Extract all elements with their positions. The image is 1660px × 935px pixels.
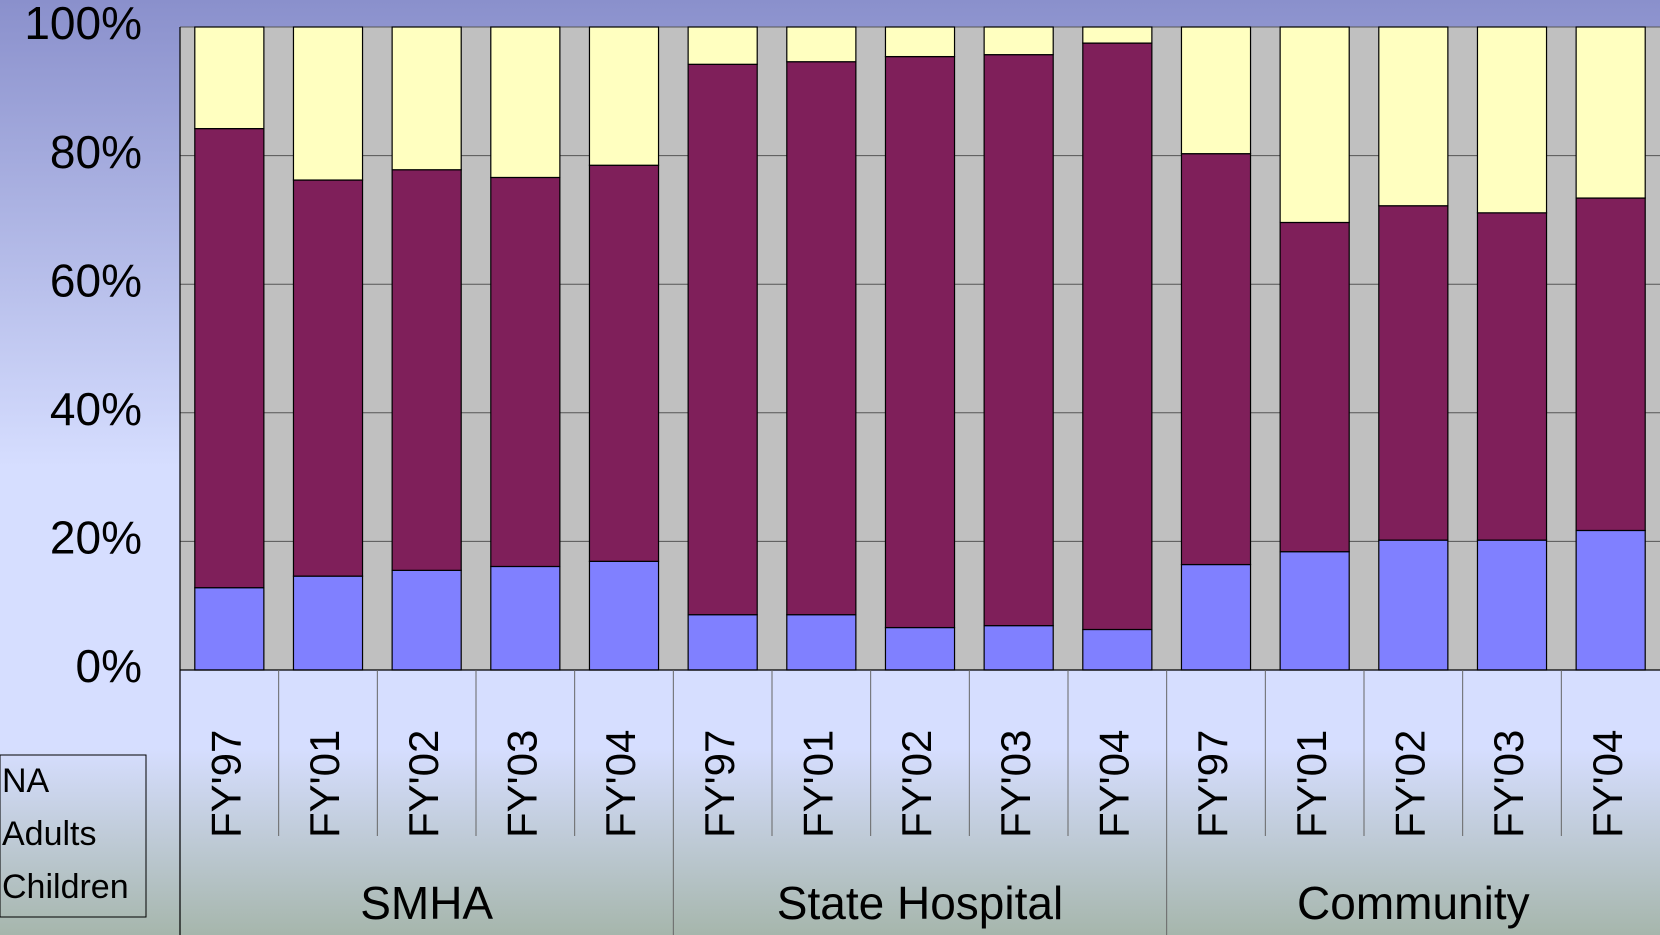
bar-segment xyxy=(490,176,561,568)
x-tick-label: FY'04 xyxy=(1090,730,1137,838)
y-tick-label: 40% xyxy=(50,383,142,435)
bar-segment xyxy=(1180,26,1252,155)
bar-segment xyxy=(1575,197,1646,532)
bar-segment xyxy=(391,26,462,171)
x-tick-label: FY'02 xyxy=(893,730,940,838)
bar-segment xyxy=(1378,205,1449,541)
x-tick-label: FY'04 xyxy=(597,730,644,838)
legend-label: Adults xyxy=(2,815,97,853)
bar-segment xyxy=(194,127,265,589)
x-tick-label: FY'02 xyxy=(1386,730,1433,838)
bar-segment xyxy=(391,569,462,671)
bar-segment xyxy=(687,63,758,616)
bar-segment xyxy=(292,575,364,671)
x-tick-label: FY'03 xyxy=(1485,730,1532,838)
group-label: Community xyxy=(1297,877,1530,929)
bar-segment xyxy=(1279,26,1350,224)
bar-segment xyxy=(786,61,857,616)
x-tick-label: FY'03 xyxy=(498,730,545,838)
bar-segment xyxy=(1180,153,1252,566)
bar-segment xyxy=(786,614,857,671)
bar-segment xyxy=(687,26,758,65)
bar-segment xyxy=(1180,563,1252,671)
bar-segment xyxy=(1476,212,1548,541)
bar-segment xyxy=(884,55,956,629)
bar-segment xyxy=(1575,26,1646,199)
legend-label: NA xyxy=(2,762,50,800)
x-tick-label: FY'01 xyxy=(1288,730,1335,838)
bar-segment xyxy=(1082,42,1153,631)
bar-segment xyxy=(687,614,758,671)
bar-segment xyxy=(1082,628,1153,671)
x-tick-label: FY'02 xyxy=(400,730,447,838)
bar-segment xyxy=(983,26,1054,56)
bar-segment xyxy=(588,560,660,671)
bar-segment xyxy=(1378,26,1449,207)
bar-segment xyxy=(786,26,857,63)
x-tick-label: FY'97 xyxy=(1189,730,1236,838)
bar-segment xyxy=(490,565,561,671)
bar-segment xyxy=(1279,551,1350,671)
bar-segment xyxy=(1575,529,1646,671)
bar-segment xyxy=(490,26,561,179)
bar-segment xyxy=(292,179,364,577)
x-tick-label: FY'01 xyxy=(301,730,348,838)
group-label: State Hospital xyxy=(777,877,1063,929)
bar-segment xyxy=(292,26,364,181)
y-tick-label: 100% xyxy=(24,0,142,49)
bar-segment xyxy=(983,54,1054,627)
bar-segment xyxy=(588,164,660,562)
group-label: SMHA xyxy=(360,877,493,929)
bar-segment xyxy=(588,26,660,166)
bar-segment xyxy=(1378,539,1449,671)
x-tick-label: FY'04 xyxy=(1584,730,1631,838)
legend-label: Children xyxy=(2,868,129,906)
bar-segment xyxy=(1476,539,1548,671)
y-tick-label: 0% xyxy=(76,640,142,692)
y-tick-label: 60% xyxy=(50,254,142,306)
bar-segment xyxy=(983,625,1054,671)
bar-segment xyxy=(884,26,956,58)
bar-segment xyxy=(884,626,956,671)
y-tick-label: 80% xyxy=(50,126,142,178)
x-tick-label: FY'97 xyxy=(202,730,249,838)
x-tick-label: FY'97 xyxy=(696,730,743,838)
x-tick-label: FY'03 xyxy=(992,730,1039,838)
bar-segment xyxy=(194,587,265,671)
y-tick-label: 20% xyxy=(50,512,142,564)
x-tick-label: FY'01 xyxy=(794,730,841,838)
legend xyxy=(0,754,147,918)
bar-segment xyxy=(1476,26,1548,214)
bar-segment xyxy=(1082,26,1153,44)
bar-segment xyxy=(194,26,265,130)
bar-segment xyxy=(1279,221,1350,553)
bar-segment xyxy=(391,169,462,571)
